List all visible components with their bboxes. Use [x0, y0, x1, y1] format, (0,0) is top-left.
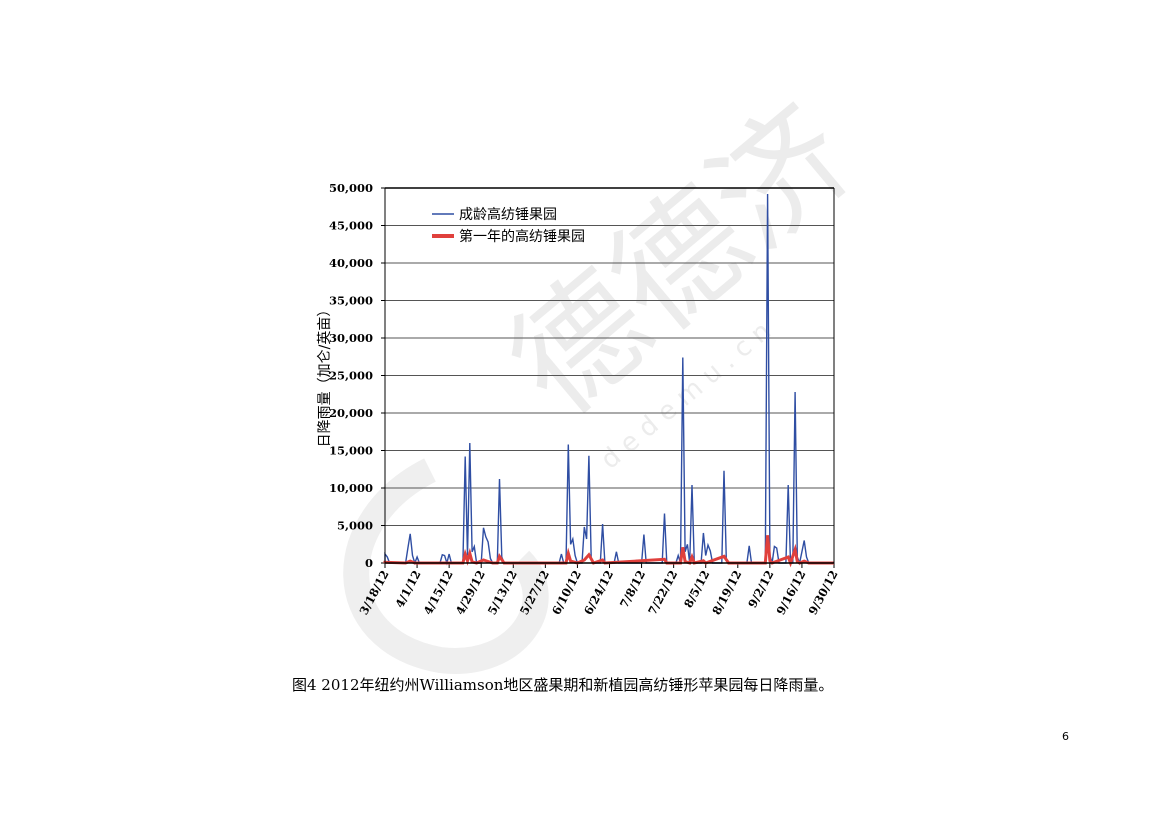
- x-tick-label: 4/15/12: [421, 568, 456, 617]
- x-tick-label: 4/1/12: [392, 568, 423, 610]
- y-tick-label: 30,000: [329, 331, 373, 345]
- legend-label-first-year: 第一年的高纺锤果园: [459, 228, 585, 245]
- y-tick-label: 20,000: [329, 406, 373, 420]
- x-axis-tick-labels: 3/18/12 4/1/124/15/124/29/125/13/125/27/1…: [357, 563, 841, 617]
- x-tick-label: 7/8/12: [617, 568, 648, 610]
- legend-label-mature: 成龄高纺锤果园: [459, 206, 557, 223]
- y-tick-label: 0: [365, 556, 373, 570]
- series-line-first-year-orchard: [383, 535, 834, 568]
- x-tick-label: 8/19/12: [709, 568, 744, 617]
- x-tick-label: 9/2/12: [745, 568, 776, 610]
- y-tick-label: 10,000: [329, 481, 373, 495]
- y-tick-label: 40,000: [329, 256, 373, 270]
- page-number: 6: [1062, 730, 1069, 743]
- x-tick-label: 7/22/12: [645, 568, 680, 617]
- y-tick-label: 50,000: [329, 181, 373, 195]
- y-tick-label: 25,000: [329, 369, 373, 383]
- x-tick-label: 9/30/12: [806, 568, 841, 617]
- figure-caption: 图4 2012年纽约州Williamson地区盛果期和新植园高纺锤形苹果园每日降…: [292, 676, 834, 694]
- x-tick-label: 8/5/12: [681, 568, 712, 610]
- y-tick-label: 5,000: [337, 519, 373, 533]
- x-tick-label: 4/29/12: [453, 568, 488, 617]
- x-tick-label: 5/13/12: [485, 568, 520, 617]
- watermark-swirl: [343, 458, 549, 674]
- x-tick-label: 6/10/12: [549, 568, 584, 617]
- y-tick-label: 35,000: [329, 294, 373, 308]
- chart-legend: 成龄高纺锤果园 第一年的高纺锤果园: [432, 206, 585, 245]
- x-tick-label: 9/16/12: [773, 568, 808, 617]
- y-tick-label: 15,000: [329, 444, 373, 458]
- y-axis-tick-labels: 0 5,000 10,000 15,000 20,000 25,000 30,000 35,0…: [329, 181, 385, 570]
- x-tick-label: 6/24/12: [581, 568, 616, 617]
- y-axis-label: 日降雨量（加仑/英亩）: [316, 303, 333, 448]
- y-tick-label: 45,000: [329, 219, 373, 233]
